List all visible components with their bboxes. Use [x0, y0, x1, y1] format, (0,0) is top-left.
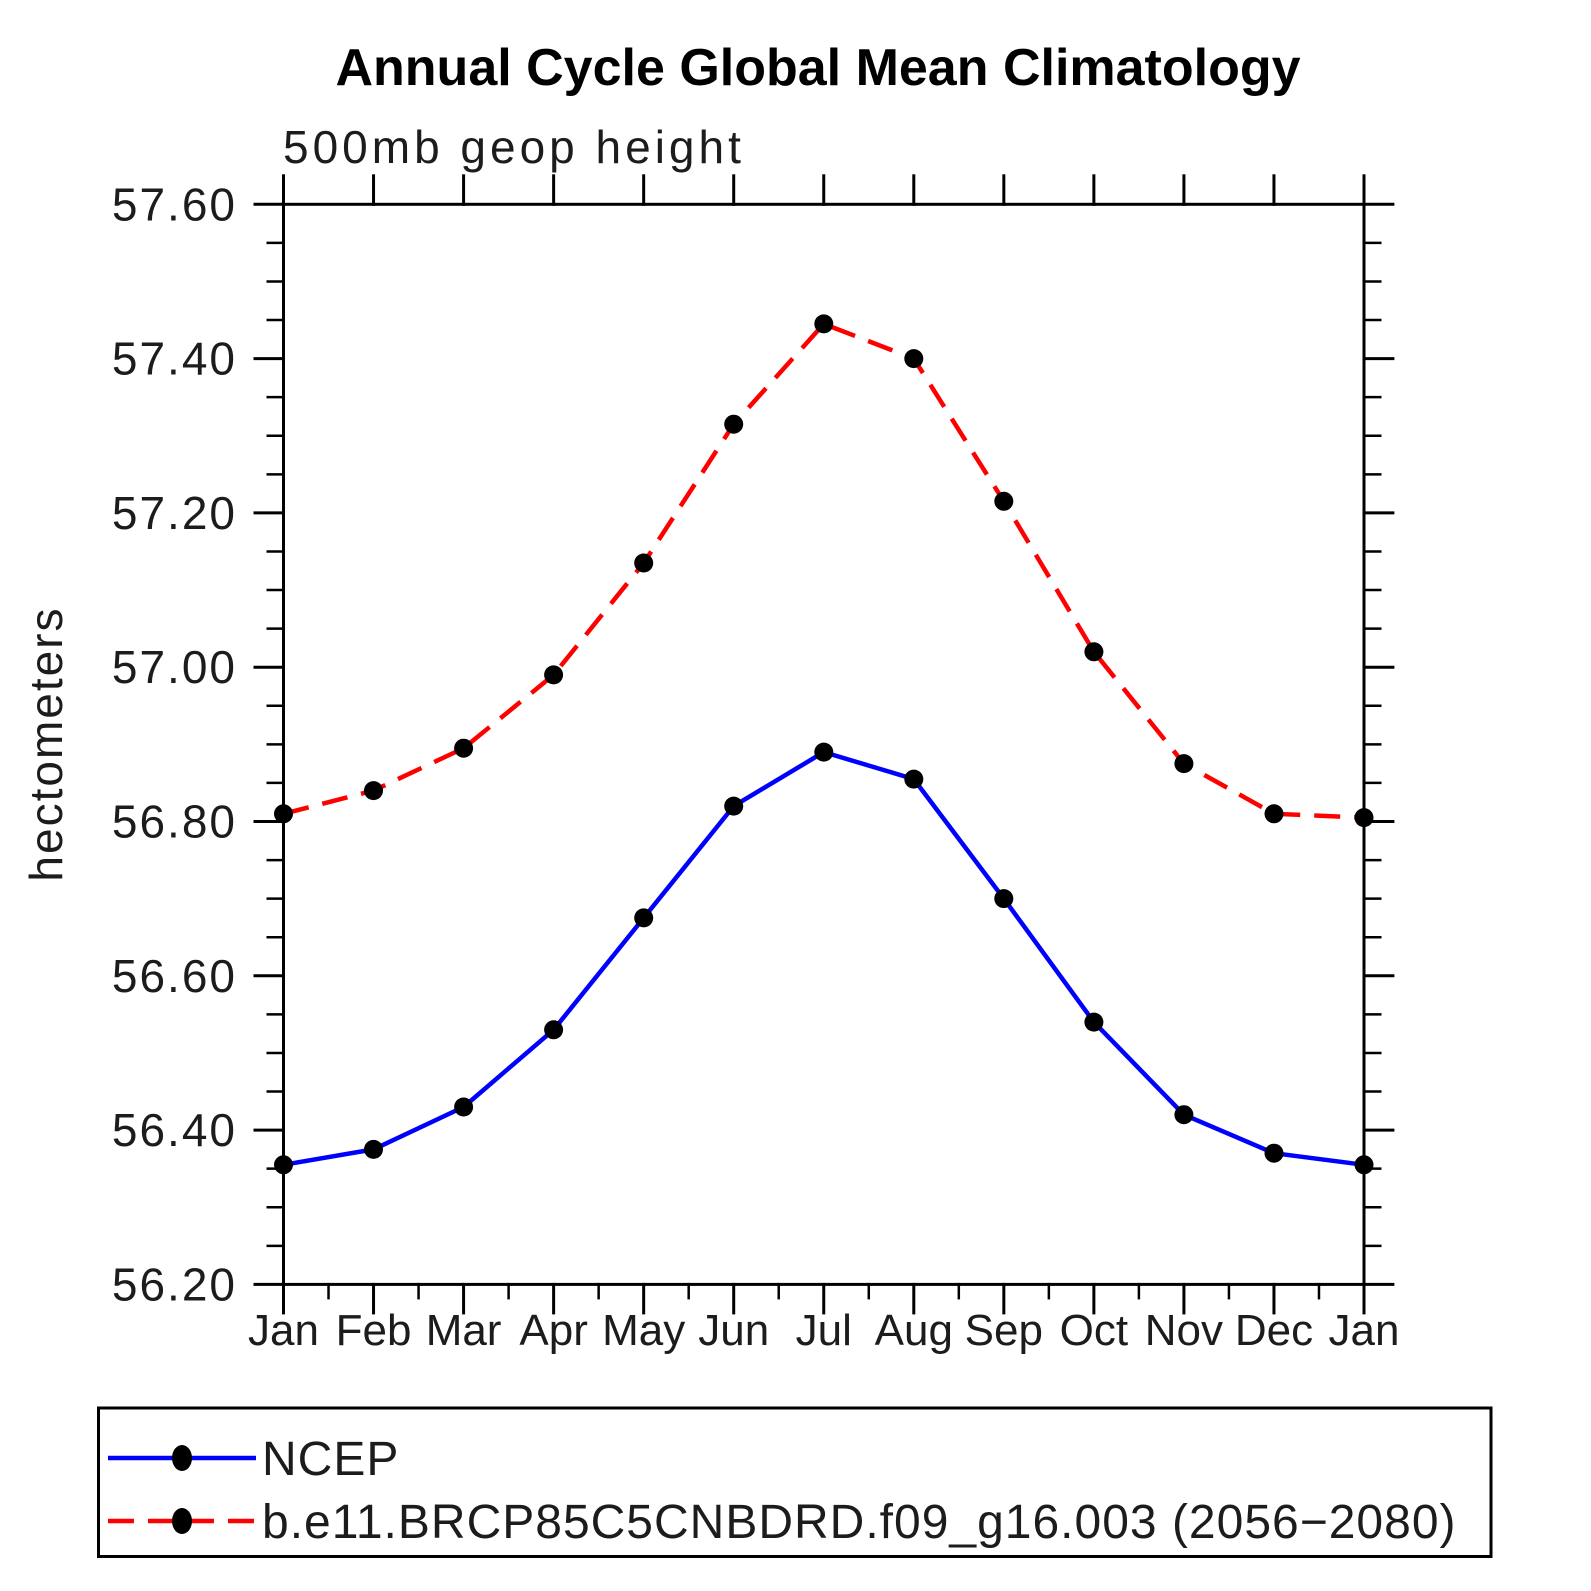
chart-subtitle: 500mb geop height: [283, 121, 745, 173]
legend: NCEP b.e11.BRCP85C5CNBDRD.f09_g16.003 (2…: [97, 1406, 1493, 1558]
data-point-marker: [1174, 1105, 1194, 1125]
x-tick-label: Nov: [1145, 1306, 1223, 1355]
data-point-marker: [364, 781, 383, 801]
legend-marker-ncep: [172, 1445, 192, 1471]
y-tick-label: 57.00: [112, 641, 237, 693]
data-point-marker: [364, 1139, 383, 1159]
y-tick-label: 57.20: [112, 487, 237, 539]
data-point-marker: [454, 738, 474, 758]
legend-label-ncep: NCEP: [262, 1433, 399, 1486]
data-point-marker: [904, 349, 924, 369]
data-point-marker: [634, 553, 654, 573]
series-line-ncep: [283, 749, 1365, 1168]
y-axis-tick-labels: 56.20 56.40 56.60 56.80 57.00 57.20 57.40 57.60: [112, 178, 237, 1310]
data-point-marker: [1084, 1012, 1104, 1032]
data-point-marker: [904, 769, 924, 789]
data-point-marker: [1174, 754, 1194, 774]
x-tick-label: Jan: [1329, 1306, 1400, 1355]
x-tick-label: Apr: [519, 1306, 587, 1355]
data-point-marker: [274, 804, 293, 824]
x-tick-label: Feb: [336, 1306, 412, 1355]
data-point-marker: [994, 491, 1014, 511]
data-point-marker: [634, 908, 654, 928]
y-axis-ticks: [253, 202, 1395, 1286]
y-tick-label: 56.80: [112, 796, 237, 848]
legend-label-model: b.e11.BRCP85C5CNBDRD.f09_g16.003 (2056−2…: [262, 1496, 1457, 1549]
x-axis-ticks: [282, 174, 1366, 1315]
data-series: [274, 314, 1374, 1175]
data-point-marker: [544, 665, 564, 685]
x-tick-label: Oct: [1060, 1306, 1128, 1355]
x-tick-label: May: [602, 1306, 685, 1355]
data-point-marker: [544, 1020, 564, 1040]
y-tick-label: 57.40: [112, 333, 237, 385]
y-tick-label: 56.20: [112, 1258, 237, 1310]
data-point-marker: [1264, 1143, 1284, 1163]
legend-entry-model: b.e11.BRCP85C5CNBDRD.f09_g16.003 (2056−2…: [108, 1496, 1457, 1549]
y-axis-label: hectometers: [20, 606, 72, 881]
x-tick-label: Aug: [875, 1306, 953, 1355]
x-tick-label: Jul: [796, 1306, 852, 1355]
data-point-marker: [1264, 804, 1284, 824]
y-tick-label: 57.60: [112, 178, 237, 230]
chart-title: Annual Cycle Global Mean Climatology: [335, 39, 1300, 97]
x-tick-label: Dec: [1235, 1306, 1313, 1355]
data-point-marker: [1354, 808, 1374, 828]
x-tick-label: Sep: [965, 1306, 1043, 1355]
data-point-marker: [724, 796, 744, 816]
data-point-marker: [814, 742, 834, 762]
data-point-marker: [724, 414, 744, 434]
x-tick-label: Jun: [698, 1306, 769, 1355]
data-point-marker: [274, 1155, 293, 1175]
x-tick-label: Jan: [248, 1306, 319, 1355]
data-point-marker: [814, 314, 834, 334]
x-tick-label: Mar: [426, 1306, 502, 1355]
y-tick-label: 56.60: [112, 950, 237, 1002]
y-tick-label: 56.40: [112, 1104, 237, 1156]
data-point-marker: [1084, 642, 1104, 662]
legend-entry-ncep: NCEP: [108, 1433, 399, 1486]
x-axis-tick-labels: Jan Feb Mar Apr May Jun Jul Aug Sep Oct Nov Dec Jan: [248, 1306, 1399, 1355]
data-point-marker: [1354, 1155, 1374, 1175]
data-point-marker: [994, 889, 1014, 909]
data-point-marker: [454, 1097, 474, 1117]
legend-box: [97, 1406, 1493, 1558]
legend-marker-model: [172, 1508, 192, 1534]
